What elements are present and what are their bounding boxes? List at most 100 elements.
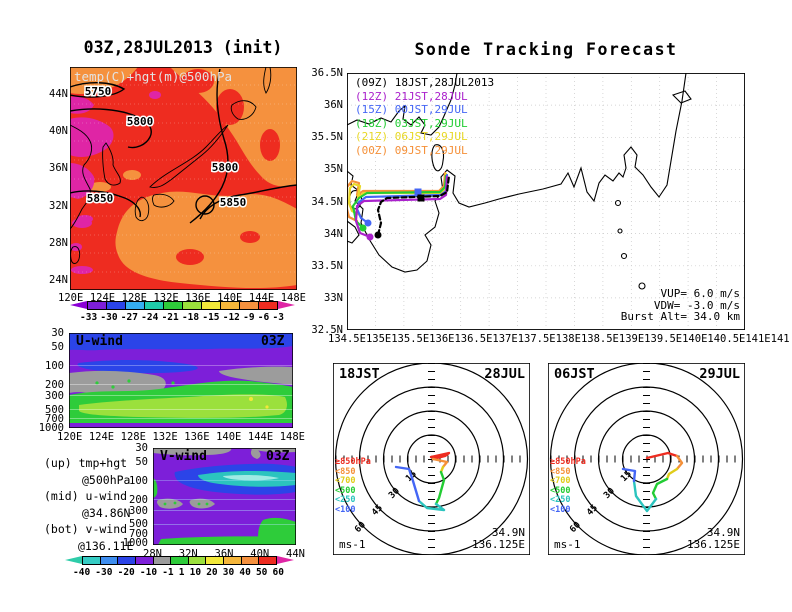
colorbar-cell [182,302,201,309]
list-item: -10 [139,567,158,578]
uwind-time: 03Z [261,334,285,349]
list-item: <100 [335,504,356,515]
lake-kasumigaura [671,90,692,104]
track-09z [376,174,451,237]
vwind-gray-blob-2 [189,498,215,509]
list-item: 132E [152,431,178,443]
colorbar-cell [201,302,220,309]
list-item: -24 [141,312,159,323]
wind-colorbar-right-arrow [277,556,294,564]
note-bot-lon: @136.11E [78,539,134,553]
list-item: 136.5E [454,333,493,345]
list-item: 135.5E [391,333,430,345]
vwind-ptick-500: 500 [129,518,148,530]
uwind-bottom-strip [69,423,293,428]
panel-500hpa-title: 03Z,28JUL2013 (init) [83,38,283,57]
list-item: 34.5N [311,195,343,208]
list-item: 33.5N [311,259,343,272]
hodograph-2: 15 30 45 60 [548,363,745,555]
contour-labels: 5750 5800 5850 5800 5850 [83,84,248,211]
uwind-gray-right [219,366,293,385]
trace-250-500 [651,477,669,501]
list-item: 141E [745,333,771,345]
vwind-gray-notch [250,448,261,459]
list-item: 138.5E [580,333,619,345]
wind-colorbar-ticks: -40 -30 -20 -10 -1 1 10 20 30 40 50 60 [73,567,284,578]
marker-square-black [417,194,425,202]
uwind-ptick-30: 30 [51,327,64,339]
trace-lt100 [394,465,421,503]
list-item: ≥850hPa [550,457,586,467]
list-item: <850 [335,466,356,477]
list-item: <250 [335,495,356,505]
sonde-title: Sonde Tracking Forecast [414,40,678,59]
list-item: <100 [550,504,571,515]
hodograph-1-trace [394,451,451,512]
colorbar-cell [152,557,171,564]
lake-biwa [431,144,445,172]
sonde-map [347,73,745,330]
colorbar-cell [99,557,118,564]
izu-island-2 [617,228,623,234]
svg-text:5750: 5750 [85,85,112,98]
temp-colorbar-right-arrow [278,301,295,309]
list-item: 36.5N [311,67,343,79]
colorbar-cell [163,302,182,309]
uwind-ptick-100: 100 [45,360,64,372]
note-mid-lat: @34.86N [82,506,131,520]
wind-colorbar [65,556,294,565]
colorbar-cell [258,302,277,309]
list-item: 140E [682,333,708,345]
svg-text:5800: 5800 [127,115,154,128]
list-item: 120E [57,431,83,443]
wind-colorbar-cells [82,556,277,565]
list-item: -20 [117,567,135,578]
temp-red-patches [176,69,280,265]
list-item: 40N [49,125,68,138]
svg-text:30: 30 [602,486,617,501]
list-item: 36N [324,99,343,112]
list-item: 128E [120,431,146,443]
list-item: 135E [365,333,392,345]
colorbar-cell [88,302,106,309]
vwind-time: 03Z [266,449,290,464]
trace-850 [645,451,679,460]
uwind-lon-axis: 120E 124E 128E 132E 136E 140E 144E 148E [57,431,305,443]
temp-colorbar-ticks: -33 -30 -27 -24 -21 -18 -15 -12 -9 -6 -3 [80,312,284,323]
list-item: -40 [73,567,91,578]
vwind-gray-blob-1 [156,498,183,509]
hodograph-1-date: 28JUL [484,366,525,382]
vwind-ptick-300: 300 [129,505,148,517]
list-item: 144E [247,431,274,443]
list-item: 32N [49,199,68,212]
list-item: <250 [550,495,571,505]
hodograph-1: 15 30 45 60 [333,363,530,555]
hodograph-1-legend: ≥850hPa <850 <700 <500 <250 <100 [335,457,371,515]
list-item: 35.5N [311,131,343,144]
svg-text:5850: 5850 [220,196,247,209]
uwind-ptick-1000: 1000 [38,422,64,434]
list-item: 33N [324,291,343,304]
list-item: -21 [161,312,179,323]
izu-island-1 [614,199,622,207]
hodograph-2-trace [621,451,684,513]
trace-250-500 [434,470,446,506]
list-item: 40 [239,567,251,578]
coastlines-asia [70,67,272,264]
list-item: -12 [222,312,240,323]
list-item: 35N [324,163,343,176]
list-item: (00Z) 09JST,29JUL [355,143,468,157]
note-bot: (bot) v-wind [44,522,128,536]
trace-100-250 [632,479,658,513]
list-item: 136E [184,431,210,443]
uwind-ptick-50: 50 [51,341,64,353]
hodograph-1-coords: 34.9N 136.125E [425,527,525,551]
hodograph-2-lat: 34.9N [706,526,740,539]
vwind-pressure-gridlines [153,480,296,525]
list-item: -3 [272,312,284,323]
vwind-cyan-core [223,474,279,481]
svg-text:60: 60 [353,520,368,535]
list-item: <500 [335,485,356,496]
field-label: temp(C)+hgt(m)@500hPa [74,69,232,84]
